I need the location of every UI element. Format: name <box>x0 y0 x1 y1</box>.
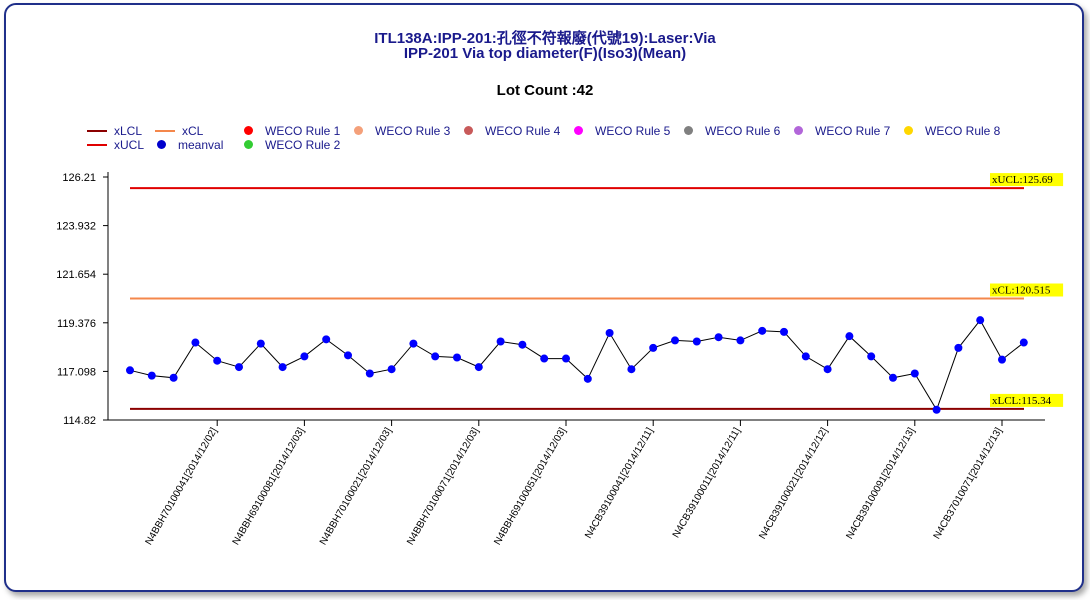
legend-swatch <box>244 140 253 149</box>
control-label-xcl: xCL:120.515 <box>992 285 1051 297</box>
data-point[interactable] <box>300 352 309 361</box>
data-point[interactable] <box>387 365 396 374</box>
legend-label: WECO Rule 3 <box>375 124 451 138</box>
data-point[interactable] <box>278 363 287 372</box>
legend-label: xLCL <box>114 124 143 138</box>
legend-swatch <box>574 126 583 135</box>
x-tick-label: N4BBH70100071[2014/12/03] <box>405 426 481 547</box>
y-tick-label: 123.932 <box>56 221 96 233</box>
legend-swatch <box>354 126 363 135</box>
data-point[interactable] <box>867 352 876 361</box>
data-point[interactable] <box>562 354 570 363</box>
legend-label: xCL <box>182 124 204 138</box>
y-tick-label: 117.098 <box>57 366 96 378</box>
data-point[interactable] <box>256 339 265 348</box>
legend-label: meanval <box>178 138 224 152</box>
data-point[interactable] <box>801 352 810 361</box>
data-point[interactable] <box>889 373 897 382</box>
chart-title: ITL138A:IPP-201:孔徑不符報廢(代號19):Laser:Via <box>374 30 716 47</box>
data-point[interactable] <box>344 351 352 360</box>
data-point[interactable] <box>169 373 178 382</box>
control-label-bg <box>990 283 1064 297</box>
legend-swatch <box>464 126 473 135</box>
legend-swatch <box>87 144 107 146</box>
legend-label: WECO Rule 4 <box>485 124 561 138</box>
data-point[interactable] <box>409 339 418 348</box>
data-point[interactable] <box>147 371 156 380</box>
data-point[interactable] <box>932 405 941 414</box>
data-point[interactable] <box>322 335 331 344</box>
x-tick-label: N4CB39100041[2014/12/11] <box>583 426 656 541</box>
control-label-xucl: xUCL:125.69 <box>992 174 1053 186</box>
legend-swatch <box>87 130 107 132</box>
data-point[interactable] <box>954 343 963 352</box>
data-point[interactable] <box>540 354 549 363</box>
data-point[interactable] <box>998 355 1006 364</box>
x-tick-label: N4BBH70100041[2014/12/02] <box>144 426 220 547</box>
legend-swatch <box>155 130 175 132</box>
series-line-meanval <box>129 319 1025 411</box>
control-label-bg <box>990 393 1064 407</box>
data-point[interactable] <box>692 337 701 346</box>
data-point[interactable] <box>1019 338 1028 347</box>
x-tick-label: N4CB39100091[2014/12/13] <box>844 426 917 541</box>
legend-swatch <box>794 126 803 135</box>
lot-count: Lot Count :42 <box>496 82 594 99</box>
data-point[interactable] <box>518 340 527 349</box>
data-point[interactable] <box>213 356 222 365</box>
data-point[interactable] <box>910 369 919 378</box>
data-point[interactable] <box>649 343 658 352</box>
data-point[interactable] <box>431 352 440 361</box>
data-point[interactable] <box>823 365 832 374</box>
y-tick-label: 121.654 <box>56 269 96 281</box>
data-point[interactable] <box>496 337 505 346</box>
data-point[interactable] <box>235 363 243 372</box>
data-point[interactable] <box>845 332 854 341</box>
chart-subtitle: IPP-201 Via top diameter(F)(Iso3)(Mean) <box>403 45 687 62</box>
legend-label: WECO Rule 6 <box>705 124 781 138</box>
data-point[interactable] <box>191 338 200 347</box>
x-tick-label: N4BBH70100021[2014/12/03] <box>318 426 394 547</box>
control-label-xlcl: xLCL:115.34 <box>992 395 1052 407</box>
data-point[interactable] <box>758 326 767 335</box>
data-point[interactable] <box>474 363 483 372</box>
x-tick-label: N4CB37010071[2014/12/13] <box>932 426 1005 541</box>
data-point[interactable] <box>671 336 679 345</box>
data-point[interactable] <box>780 327 788 336</box>
legend-label: WECO Rule 7 <box>815 124 891 138</box>
data-point[interactable] <box>627 365 636 374</box>
data-point[interactable] <box>583 374 592 383</box>
x-tick-label: N4CB39100011[2014/12/11] <box>671 426 743 540</box>
x-tick-label: N4CB39100021[2014/12/12] <box>757 426 830 541</box>
data-point[interactable] <box>976 316 985 325</box>
legend-label: WECO Rule 5 <box>595 124 671 138</box>
legend-label: xUCL <box>114 138 145 152</box>
data-point[interactable] <box>126 366 134 375</box>
legend-label: WECO Rule 2 <box>265 138 341 152</box>
x-tick-label: N4BBH69100051[2014/12/03] <box>492 426 568 547</box>
y-tick-label: 126.21 <box>62 172 96 184</box>
legend-swatch <box>157 140 166 149</box>
data-point[interactable] <box>736 336 745 345</box>
data-point[interactable] <box>453 353 461 362</box>
legend-swatch <box>684 126 693 135</box>
control-label-bg <box>990 173 1064 187</box>
legend-swatch <box>904 126 913 135</box>
legend-swatch <box>244 126 253 135</box>
y-tick-label: 119.376 <box>57 318 96 330</box>
legend-label: WECO Rule 1 <box>265 124 341 138</box>
data-point[interactable] <box>714 333 723 342</box>
legend-label: WECO Rule 8 <box>925 124 1001 138</box>
y-tick-label: 114.82 <box>63 415 96 427</box>
data-point[interactable] <box>605 328 614 337</box>
data-point[interactable] <box>365 369 374 378</box>
x-tick-label: N4BBH69100081[2014/12/03] <box>231 426 307 547</box>
